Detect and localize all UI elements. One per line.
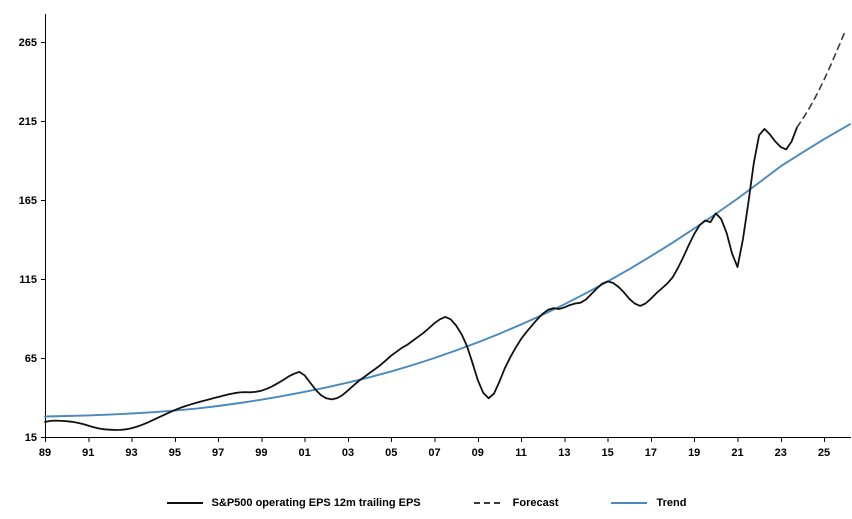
x-axis-tick-label: 99: [255, 447, 267, 459]
y-axis-tick-label: 215: [19, 116, 37, 128]
forecast-dash-icon: [473, 502, 504, 504]
legend-label-trend: Trend: [656, 497, 687, 509]
series-line-forecast: [796, 31, 846, 129]
x-axis-tick-label: 91: [82, 447, 94, 459]
x-axis-tick-label: 13: [558, 447, 570, 459]
series-line-eps: [44, 126, 798, 431]
chart-legend: S&P500 operating EPS 12m trailing EPS Fo…: [0, 497, 852, 509]
legend-item-trend: Trend: [610, 497, 686, 509]
y-axis-tick-label: 15: [25, 432, 37, 444]
legend-item-eps: S&P500 operating EPS 12m trailing EPS: [166, 497, 421, 509]
legend-item-forecast: Forecast: [473, 497, 559, 509]
series-line-trend: [44, 123, 851, 418]
x-axis-tick-label: 95: [169, 447, 181, 459]
x-axis-tick-label: 17: [645, 447, 657, 459]
x-axis-tick-label: 05: [385, 447, 397, 459]
x-axis-tick-label: 03: [342, 447, 354, 459]
eps-line-icon: [166, 502, 203, 504]
x-axis-tick-label: 25: [818, 447, 830, 459]
x-axis-tick-label: 07: [428, 447, 440, 459]
y-axis-tick-label: 65: [25, 353, 37, 365]
x-axis-tick-label: 01: [299, 447, 311, 459]
x-axis-tick-label: 15: [602, 447, 614, 459]
x-axis-tick-label: 09: [472, 447, 484, 459]
x-axis-tick-label: 93: [125, 447, 137, 459]
x-axis-tick-label: 11: [515, 447, 527, 459]
x-axis-tick-label: 97: [212, 447, 224, 459]
y-axis-tick-label: 265: [19, 37, 37, 49]
y-axis-tick-label: 165: [19, 195, 37, 207]
x-axis-tick-label: 89: [39, 447, 51, 459]
chart-plot-area: 15 65 115 165 215 265 89 91 93 95 97 99 01 03 05 07 09 11…: [19, 14, 851, 459]
x-axis-tick-label: 21: [731, 447, 743, 459]
y-axis-tick-label: 115: [19, 274, 37, 286]
legend-label-forecast: Forecast: [512, 497, 559, 509]
x-axis-tick-label: 23: [775, 447, 787, 459]
legend-label-eps: S&P500 operating EPS 12m trailing EPS: [211, 497, 421, 509]
trend-line-icon: [611, 502, 648, 504]
x-axis-tick-label: 19: [688, 447, 700, 459]
